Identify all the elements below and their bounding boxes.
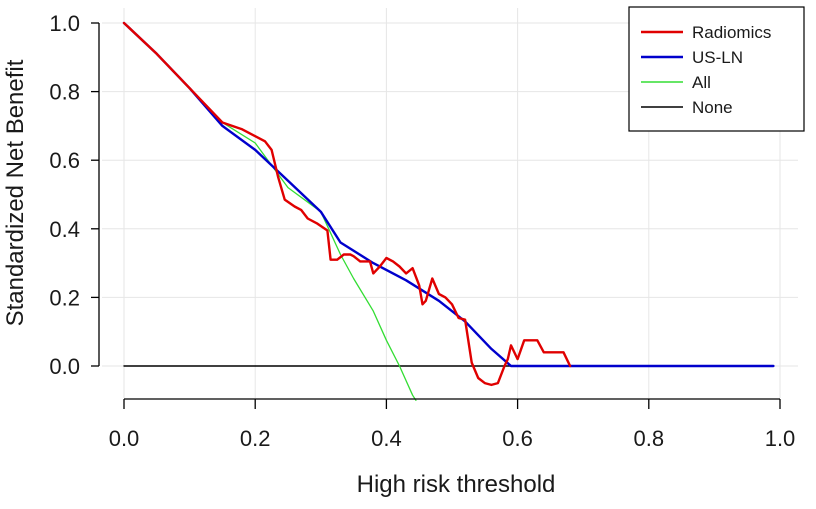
legend-label: All (692, 73, 711, 92)
plot-series (122, 21, 775, 401)
series-line-us-ln (122, 21, 775, 368)
x-tick-label: 0.8 (634, 426, 665, 451)
legend: Radiomics US-LN All None (628, 6, 805, 132)
legend-box (628, 6, 805, 132)
x-tick-label: 0.6 (502, 426, 533, 451)
series-line-all (123, 22, 417, 401)
legend-label: US-LN (692, 48, 743, 67)
y-tick-label: 0.8 (49, 80, 80, 105)
y-tick-label: 0.6 (49, 148, 80, 173)
x-tick-label: 0.2 (240, 426, 271, 451)
y-tick-label: 0.4 (49, 217, 80, 242)
axes: 0.0 0.2 0.4 0.6 0.8 1.0 0.0 0.2 0.4 0.6 0.8 1.0 (49, 11, 795, 451)
x-axis-title: High risk threshold (357, 471, 556, 498)
y-axis-title: Standardized Net Benefit (2, 59, 29, 326)
y-tick-label: 0.0 (49, 354, 80, 379)
x-tick-label: 1.0 (765, 426, 796, 451)
x-tick-label: 0.4 (371, 426, 402, 451)
y-tick-label: 0.2 (49, 285, 80, 310)
legend-label: Radiomics (692, 23, 771, 42)
legend-label: None (692, 98, 733, 117)
x-tick-label: 0.0 (109, 426, 140, 451)
series-line-radiomics (122, 21, 572, 387)
y-tick-label: 1.0 (49, 11, 80, 36)
